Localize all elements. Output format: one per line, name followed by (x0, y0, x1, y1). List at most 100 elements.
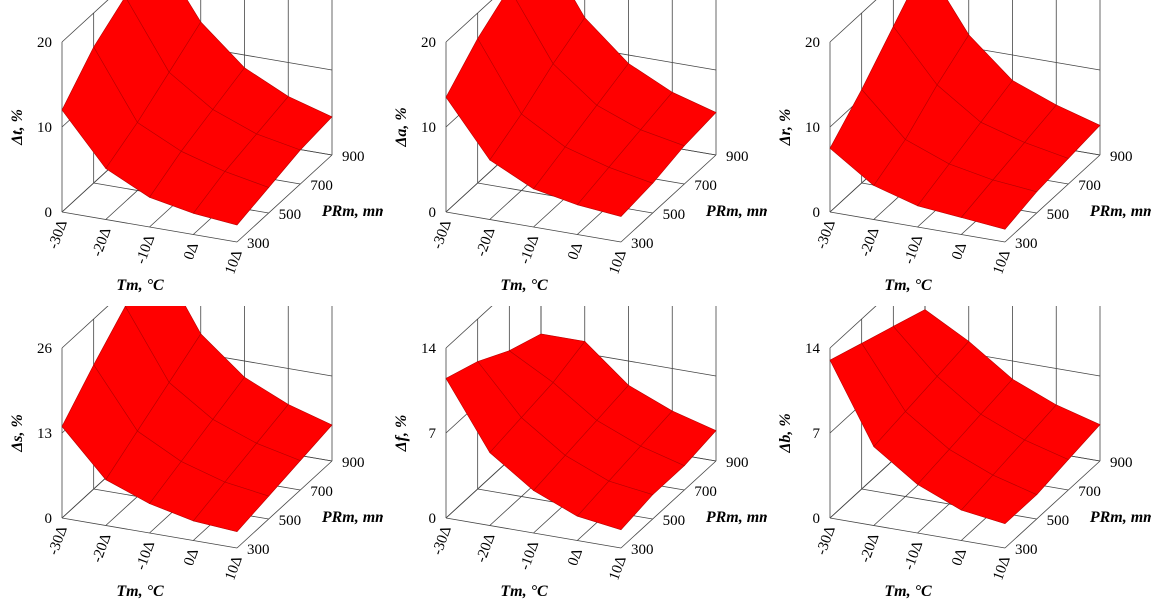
x-tick-label: -10Δ (901, 539, 926, 573)
y-tick-label: 700 (694, 484, 717, 500)
x-tick-label: 0Δ (181, 240, 202, 262)
y-tick-label: 500 (663, 513, 686, 529)
z-axis-title: Δf, % (393, 415, 410, 453)
z-tick-label: 20 (421, 35, 436, 51)
surface-plot-4: 0 13 26 Δs, % -30Δ -20Δ -10Δ 0Δ 10Δ Tm, °C 300 500 7… (0, 306, 383, 612)
z-axis-title: Δs, % (9, 414, 26, 453)
surface-plot-1: 0 10 20 Δt, % -30Δ -20Δ -10Δ 0Δ 10Δ Tm, °C 300 500 7… (0, 0, 383, 306)
y-tick-label: 500 (279, 513, 302, 529)
floor-gridline (445, 517, 622, 549)
plot-svg: 0 13 26 Δs, % -30Δ -20Δ -10Δ 0Δ 10Δ Tm, °C 300 500 7… (9, 306, 383, 600)
y-axis-title: PRm, mm (705, 203, 767, 220)
y-tick-label: 700 (310, 178, 333, 194)
plot-svg: 0 10 20 Δa, % -30Δ -20Δ -10Δ 0Δ 10Δ Tm, °C 300 500 7… (393, 0, 767, 294)
x-axis-title: Tm, °C (884, 277, 932, 294)
x-axis-title: Tm, °C (116, 277, 164, 294)
z-tick-label: 26 (37, 341, 53, 357)
y-axis-title: PRm, mm (321, 203, 383, 220)
surface-patch (960, 474, 1038, 525)
x-tick-label: -20Δ (473, 225, 498, 259)
y-axis-title: PRm, mm (705, 509, 767, 526)
x-tick-label: -30Δ (430, 524, 455, 558)
x-tick-label: -20Δ (89, 225, 114, 259)
plot-svg: 0 7 14 Δf, % -30Δ -20Δ -10Δ 0Δ 10Δ Tm, °C 300 500 70… (393, 306, 767, 600)
x-tick-label: -30Δ (814, 524, 839, 558)
y-tick-label: 700 (310, 484, 333, 500)
z-axis-title: Δr, % (777, 109, 794, 147)
z-tick-label: 0 (813, 205, 821, 221)
x-tick-label: -10Δ (133, 539, 158, 573)
x-tick-label: 10Δ (990, 554, 1014, 583)
z-tick-label: 14 (421, 341, 437, 357)
x-tick-label: -30Δ (46, 218, 71, 252)
surface-patch (960, 179, 1038, 230)
surface-patch (576, 166, 654, 217)
x-axis-title: Tm, °C (884, 583, 932, 600)
floor-gridline (61, 211, 238, 243)
x-tick-label: 10Δ (606, 248, 630, 277)
x-tick-label: 10Δ (606, 554, 630, 583)
y-tick-label: 300 (631, 542, 654, 558)
x-tick-label: 0Δ (181, 546, 202, 568)
side-wall-gridline (61, 0, 109, 43)
side-wall-gridline (445, 306, 493, 349)
x-tick-label: -10Δ (133, 233, 158, 267)
x-tick-label: -30Δ (430, 218, 455, 252)
x-tick-label: 0Δ (565, 240, 586, 262)
plot-svg: 0 10 20 Δt, % -30Δ -20Δ -10Δ 0Δ 10Δ Tm, °C 300 500 7… (9, 0, 383, 294)
y-tick-label: 900 (726, 455, 749, 471)
y-tick-label: 300 (631, 236, 654, 252)
y-tick-label: 300 (247, 542, 270, 558)
surface-plot-3: 0 10 20 Δr, % -30Δ -20Δ -10Δ 0Δ 10Δ Tm, °C 300 500 7… (768, 0, 1151, 306)
z-tick-label: 10 (37, 120, 52, 136)
x-tick-label: 10Δ (222, 248, 246, 277)
floor-gridline (620, 460, 717, 549)
z-axis-title: Δb, % (777, 413, 794, 453)
x-tick-label: -10Δ (517, 539, 542, 573)
x-tick-label: -30Δ (46, 524, 71, 558)
y-tick-label: 500 (279, 207, 302, 223)
z-axis-title: Δa, % (393, 107, 410, 147)
y-tick-label: 900 (1110, 149, 1133, 165)
x-axis-title: Tm, °C (500, 583, 548, 600)
surface-plot-2: 0 10 20 Δa, % -30Δ -20Δ -10Δ 0Δ 10Δ Tm, °C 300 500 7… (384, 0, 767, 306)
surface-plot-6: 0 7 14 Δb, % -30Δ -20Δ -10Δ 0Δ 10Δ Tm, °C 300 500 70… (768, 306, 1151, 612)
x-tick-label: 10Δ (990, 248, 1014, 277)
z-tick-label: 0 (429, 511, 437, 527)
z-tick-label: 7 (429, 426, 437, 442)
z-tick-label: 10 (421, 120, 436, 136)
y-tick-label: 300 (247, 236, 270, 252)
z-tick-label: 20 (805, 35, 820, 51)
z-tick-label: 0 (45, 511, 53, 527)
side-wall-gridline (829, 306, 877, 349)
surface-patch (192, 481, 270, 533)
floor-gridline (1004, 460, 1101, 549)
surface-plot-5: 0 7 14 Δf, % -30Δ -20Δ -10Δ 0Δ 10Δ Tm, °C 300 500 70… (384, 306, 767, 612)
x-tick-label: -20Δ (89, 531, 114, 565)
x-tick-label: -20Δ (473, 531, 498, 565)
y-tick-label: 900 (342, 149, 365, 165)
z-tick-label: 20 (37, 35, 52, 51)
z-tick-label: 0 (813, 511, 821, 527)
z-tick-label: 0 (429, 205, 437, 221)
x-tick-label: 0Δ (949, 240, 970, 262)
x-tick-label: -10Δ (901, 233, 926, 267)
y-tick-label: 900 (1110, 455, 1133, 471)
x-axis-title: Tm, °C (500, 277, 548, 294)
z-tick-label: 0 (45, 205, 53, 221)
x-tick-label: -20Δ (857, 531, 882, 565)
y-tick-label: 700 (1078, 484, 1101, 500)
floor-gridline (236, 154, 333, 243)
x-axis-title: Tm, °C (116, 583, 164, 600)
y-tick-label: 300 (1015, 542, 1038, 558)
y-tick-label: 900 (342, 455, 365, 471)
side-wall-gridline (829, 0, 877, 43)
y-tick-label: 500 (1047, 207, 1070, 223)
z-tick-label: 14 (805, 341, 821, 357)
surface-patch (576, 480, 654, 531)
z-axis-title: Δt, % (9, 109, 26, 146)
floor-gridline (61, 517, 238, 549)
floor-gridline (236, 460, 333, 549)
y-tick-label: 900 (726, 149, 749, 165)
